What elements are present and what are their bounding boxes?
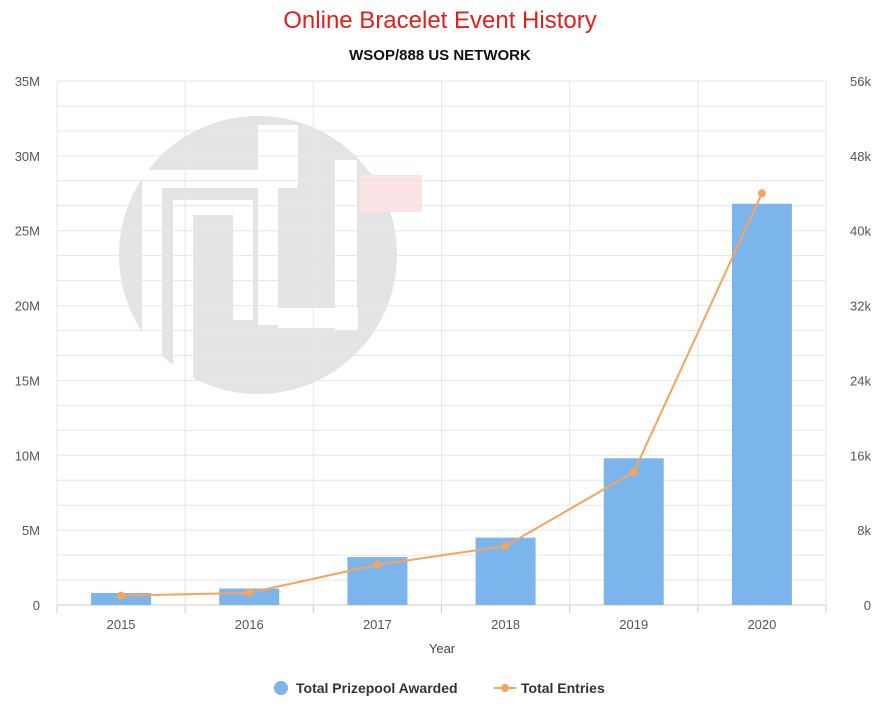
x-tick-label: 2016 bbox=[235, 617, 264, 632]
x-tick-label: 2017 bbox=[363, 617, 392, 632]
legend-item-prizepool[interactable]: Total Prizepool Awarded bbox=[274, 680, 458, 696]
axes bbox=[56, 604, 827, 613]
right-tick-label: 24k bbox=[850, 373, 871, 388]
left-tick-label: 15M bbox=[15, 373, 40, 388]
x-tick-label: 2020 bbox=[747, 617, 776, 632]
right-axis-ticks: 0 8k 16k 24k 32k 40k 48k 56k bbox=[850, 74, 871, 613]
x-tick-label: 2019 bbox=[619, 617, 648, 632]
right-tick-label: 56k bbox=[850, 74, 871, 89]
left-tick-label: 5M bbox=[22, 523, 40, 538]
entries-point-2016[interactable] bbox=[245, 588, 254, 597]
legend-marker-entries bbox=[501, 684, 509, 692]
left-tick-label: 0 bbox=[33, 598, 40, 613]
right-tick-label: 16k bbox=[850, 448, 871, 463]
entries-point-2020[interactable] bbox=[757, 189, 766, 198]
chart-title: Online Bracelet Event History bbox=[283, 7, 596, 34]
legend-label-entries: Total Entries bbox=[521, 680, 605, 696]
right-tick-label: 0 bbox=[864, 598, 871, 613]
right-tick-label: 48k bbox=[850, 149, 871, 164]
legend-item-entries[interactable]: Total Entries bbox=[494, 680, 605, 696]
legend-marker-prizepool bbox=[274, 681, 288, 695]
left-axis-ticks: 0 5M 10M 15M 20M 25M 30M 35M bbox=[15, 74, 40, 613]
legend: Total Prizepool Awarded Total Entries bbox=[274, 680, 605, 696]
x-tick-label: 2018 bbox=[491, 617, 520, 632]
chart-subtitle: WSOP/888 US NETWORK bbox=[349, 47, 531, 64]
pokernews-logo-watermark bbox=[119, 116, 422, 394]
left-tick-label: 10M bbox=[15, 448, 40, 463]
line-series bbox=[117, 189, 766, 600]
left-tick-label: 20M bbox=[15, 299, 40, 314]
x-axis-ticks: 2015 2016 2017 2018 2019 2020 bbox=[107, 617, 777, 632]
entries-point-2015[interactable] bbox=[117, 591, 126, 600]
bar-2020[interactable] bbox=[731, 203, 792, 605]
left-tick-label: 35M bbox=[15, 74, 40, 89]
entries-line bbox=[121, 192, 763, 597]
entries-point-2017[interactable] bbox=[373, 560, 382, 569]
entries-point-2019[interactable] bbox=[629, 468, 638, 477]
right-tick-label: 40k bbox=[850, 224, 871, 239]
x-axis-title: Year bbox=[429, 641, 456, 656]
x-tick-label: 2015 bbox=[107, 617, 136, 632]
left-tick-label: 25M bbox=[15, 224, 40, 239]
legend-label-prizepool: Total Prizepool Awarded bbox=[296, 680, 458, 696]
entries-point-2018[interactable] bbox=[501, 542, 510, 551]
right-tick-label: 32k bbox=[850, 299, 871, 314]
left-tick-label: 30M bbox=[15, 149, 40, 164]
bar-2019[interactable] bbox=[603, 458, 664, 605]
right-tick-label: 8k bbox=[857, 523, 871, 538]
